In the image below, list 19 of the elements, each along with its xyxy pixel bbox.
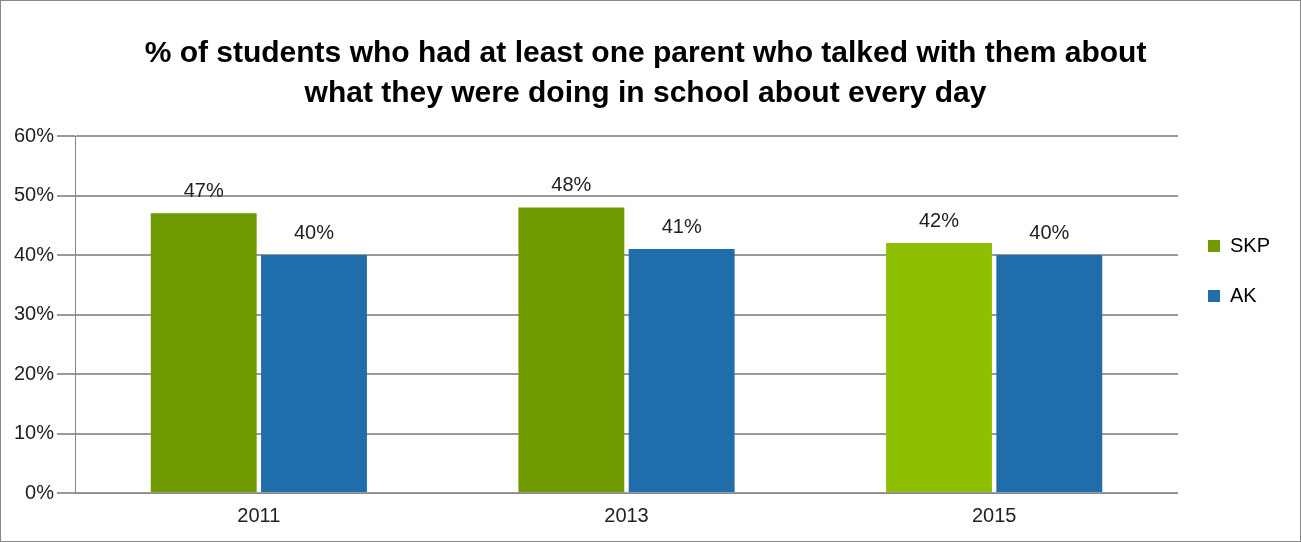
data-label: 47% bbox=[183, 178, 224, 201]
data-label: 48% bbox=[551, 172, 592, 195]
legend-label: AK bbox=[1229, 283, 1258, 306]
data-label: 42% bbox=[918, 208, 960, 231]
data-label: 40% bbox=[1029, 220, 1070, 243]
chart-title: % of students who had at least one parent who talked with them about what they were doing in school about every day bbox=[144, 34, 1147, 109]
data-label: 41% bbox=[661, 214, 702, 237]
data-label: 40% bbox=[293, 220, 335, 243]
y-tick-label: 40% bbox=[14, 242, 55, 265]
y-tick-label: 30% bbox=[14, 302, 55, 325]
legend-label: SKP bbox=[1229, 233, 1271, 256]
y-tick-label: 0% bbox=[25, 480, 55, 503]
x-tick-label: 2013 bbox=[604, 503, 649, 526]
y-tick-label: 50% bbox=[14, 183, 55, 206]
y-tick-label: 20% bbox=[14, 361, 55, 384]
x-tick-label: 2011 bbox=[237, 503, 281, 526]
y-tick-label: 60% bbox=[14, 123, 55, 146]
y-tick-label: 10% bbox=[14, 421, 55, 444]
x-tick-label: 2015 bbox=[971, 503, 1017, 526]
